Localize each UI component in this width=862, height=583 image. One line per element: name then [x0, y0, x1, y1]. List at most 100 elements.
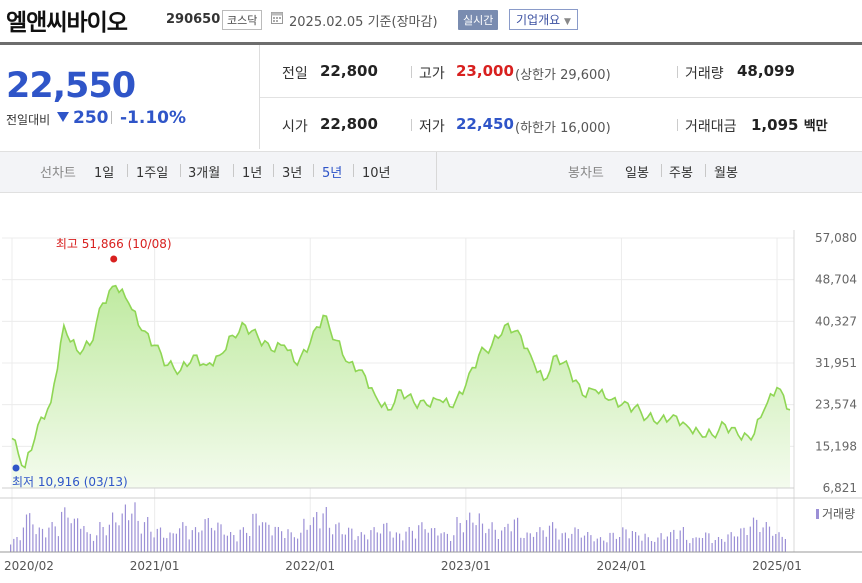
- min-marker: [12, 464, 20, 472]
- volume-bar: [105, 535, 107, 552]
- volume-bar: [622, 527, 624, 552]
- volume-bar: [768, 526, 771, 552]
- volume-bar: [475, 525, 477, 552]
- volume-bar: [236, 541, 238, 552]
- candle-tab[interactable]: 일봉: [625, 166, 649, 181]
- volume-bar: [379, 533, 382, 552]
- volume-bar: [746, 535, 748, 552]
- volume-bar: [485, 533, 487, 552]
- period-tab[interactable]: 10년: [362, 166, 391, 181]
- volume-bar: [740, 528, 742, 552]
- volume-bar: [587, 532, 589, 552]
- volume-legend-label: 거래량: [822, 507, 855, 521]
- volume-bar: [635, 532, 637, 552]
- volume-bar: [118, 525, 120, 552]
- volume-bar: [363, 534, 366, 552]
- volume-bar: [644, 533, 646, 552]
- volume-bar: [373, 527, 375, 552]
- y-tick-label: 6,821: [823, 481, 857, 495]
- volume-bar: [223, 534, 225, 552]
- volume-bar: [319, 528, 321, 552]
- volume-bar: [775, 534, 777, 552]
- volume-bar: [395, 532, 397, 552]
- volume-bar: [619, 537, 621, 552]
- volume-bar: [453, 535, 455, 552]
- volume-bar: [198, 532, 200, 552]
- volume-bar: [583, 535, 586, 552]
- y-tick-label: 48,704: [815, 273, 857, 287]
- tab-divider: [180, 164, 181, 177]
- prev-close-label: 전일: [282, 66, 308, 82]
- volume-bar: [517, 517, 519, 552]
- volume-bar: [392, 537, 394, 552]
- volume-bar: [536, 532, 538, 552]
- volume-bar: [297, 538, 299, 552]
- volume-bar: [309, 525, 311, 552]
- volume-bar: [507, 523, 509, 552]
- open-label: 시가: [282, 119, 308, 135]
- period-tab[interactable]: 1일: [94, 166, 115, 181]
- candle-tab[interactable]: 월봉: [714, 166, 738, 181]
- volume-bar: [300, 532, 302, 552]
- volume-bar: [284, 538, 286, 552]
- period-tab[interactable]: 3개월: [188, 166, 221, 181]
- low-label: 저가: [419, 119, 445, 135]
- volume-bar: [532, 536, 535, 552]
- volume-bar: [389, 531, 391, 552]
- volume-bar: [698, 537, 700, 552]
- volume-bar: [545, 536, 547, 552]
- volume-bar: [434, 528, 436, 552]
- candle-tab[interactable]: 주봉: [669, 166, 693, 181]
- volume-bar: [351, 528, 353, 552]
- period-tab[interactable]: 5년: [322, 166, 343, 181]
- volume-bar: [96, 535, 98, 552]
- volume-bar: [497, 539, 499, 552]
- volume-bar: [134, 502, 136, 552]
- volume-bar: [682, 527, 684, 552]
- volume-bar: [606, 542, 608, 552]
- low-value: 22,450: [456, 115, 514, 133]
- volume-bar: [156, 528, 158, 552]
- volume-bar: [399, 533, 401, 552]
- period-tab[interactable]: 1주일: [136, 166, 169, 181]
- period-tab[interactable]: 3년: [282, 166, 303, 181]
- realtime-button[interactable]: 실시간: [458, 10, 499, 30]
- volume-bar: [580, 537, 582, 552]
- tab-divider: [661, 164, 662, 177]
- volume-bar: [564, 532, 566, 552]
- volume-bar: [529, 533, 531, 552]
- volume-bar: [376, 532, 378, 552]
- volume-bar: [692, 538, 694, 552]
- quote-basis: 기준(장마감): [367, 15, 438, 30]
- price-change-percent: -1.10%: [120, 108, 187, 128]
- volume-bar: [360, 532, 362, 552]
- volume-bar: [513, 519, 515, 552]
- change-label: 전일대비: [6, 113, 51, 127]
- volume-bar: [290, 532, 292, 552]
- corp-overview-dropdown[interactable]: 기업개요 ▼: [509, 9, 578, 30]
- price-change: 250: [73, 108, 109, 128]
- header-divider: [0, 42, 862, 45]
- period-tab[interactable]: 1년: [242, 166, 263, 181]
- volume-bar: [721, 539, 723, 552]
- volume-bar: [762, 527, 764, 552]
- volume-bar: [383, 523, 385, 552]
- volume-bar: [402, 540, 404, 552]
- volume-bar: [701, 538, 704, 552]
- quote-date: 2025.02.05 기준(장마감): [289, 15, 438, 30]
- volume-bar: [143, 522, 146, 552]
- volume-bar: [140, 533, 142, 552]
- volume-bar: [462, 532, 464, 552]
- volume-bar: [201, 530, 203, 552]
- divider: [411, 66, 412, 78]
- volume-bar: [268, 524, 270, 552]
- volume-bar: [131, 513, 133, 552]
- volume-bar: [670, 532, 672, 552]
- volume-bar: [121, 513, 123, 552]
- volume-bar: [711, 543, 713, 552]
- volume-bar: [83, 526, 85, 552]
- volume-bar: [424, 529, 426, 552]
- volume-bar: [625, 529, 627, 552]
- volume-bar: [99, 522, 101, 552]
- volume-bar: [204, 519, 206, 552]
